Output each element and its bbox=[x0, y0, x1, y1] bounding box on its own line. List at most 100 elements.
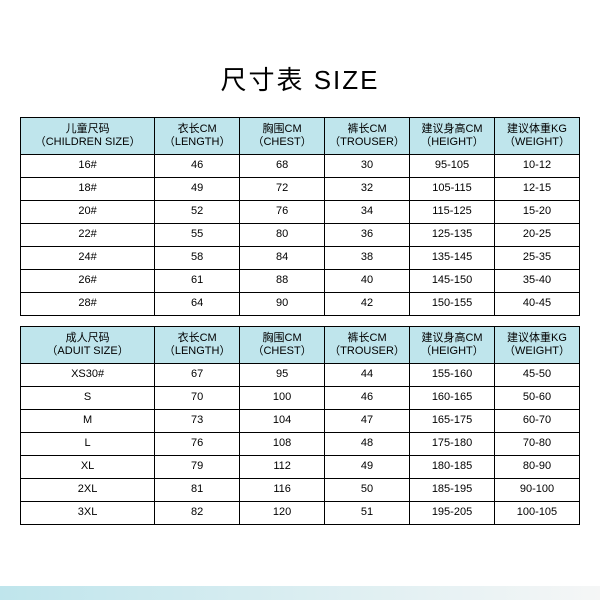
column-header: 衣长CM （LENGTH） bbox=[155, 327, 240, 364]
column-header: 成人尺码 （ADUIT SIZE） bbox=[21, 327, 155, 364]
table-cell: 81 bbox=[155, 479, 240, 502]
table-cell: XL bbox=[21, 456, 155, 479]
table-cell: 47 bbox=[325, 410, 410, 433]
table-cell: 12-15 bbox=[494, 178, 579, 201]
table-cell: 50-60 bbox=[494, 387, 579, 410]
table-cell: 80 bbox=[240, 224, 325, 247]
table-cell: 52 bbox=[155, 201, 240, 224]
table-cell: 175-180 bbox=[410, 433, 495, 456]
table-header-children: 儿童尺码 （CHILDREN SIZE）衣长CM （LENGTH）胸围CM （C… bbox=[21, 118, 580, 155]
table-cell: 48 bbox=[325, 433, 410, 456]
table-row: 3XL8212051195-205100-105 bbox=[21, 502, 580, 525]
table-header-adult: 成人尺码 （ADUIT SIZE）衣长CM （LENGTH）胸围CM （CHES… bbox=[21, 327, 580, 364]
column-header: 胸围CM （CHEST） bbox=[240, 118, 325, 155]
table-cell: 115-125 bbox=[410, 201, 495, 224]
table-row: XL7911249180-18580-90 bbox=[21, 456, 580, 479]
table-cell: 180-185 bbox=[410, 456, 495, 479]
table-cell: 84 bbox=[240, 247, 325, 270]
table-cell: 50 bbox=[325, 479, 410, 502]
table-cell: 40 bbox=[325, 270, 410, 293]
table-cell: 116 bbox=[240, 479, 325, 502]
table-cell: 34 bbox=[325, 201, 410, 224]
table-cell: 45-50 bbox=[494, 364, 579, 387]
table-cell: 49 bbox=[325, 456, 410, 479]
table-cell: 26# bbox=[21, 270, 155, 293]
table-row: XS30#679544155-16045-50 bbox=[21, 364, 580, 387]
table-cell: 55 bbox=[155, 224, 240, 247]
table-row: L7610848175-18070-80 bbox=[21, 433, 580, 456]
table-cell: 32 bbox=[325, 178, 410, 201]
table-cell: 15-20 bbox=[494, 201, 579, 224]
table-cell: 10-12 bbox=[494, 155, 579, 178]
table-cell: 16# bbox=[21, 155, 155, 178]
table-row: 18#497232105-11512-15 bbox=[21, 178, 580, 201]
table-row: 22#558036125-13520-25 bbox=[21, 224, 580, 247]
table-cell: 145-150 bbox=[410, 270, 495, 293]
table-cell: 95-105 bbox=[410, 155, 495, 178]
table-cell: 165-175 bbox=[410, 410, 495, 433]
table-cell: 67 bbox=[155, 364, 240, 387]
table-cell: 112 bbox=[240, 456, 325, 479]
table-cell: 73 bbox=[155, 410, 240, 433]
table-cell: M bbox=[21, 410, 155, 433]
table-cell: 46 bbox=[155, 155, 240, 178]
table-cell: 90-100 bbox=[494, 479, 579, 502]
table-row: 16#46683095-10510-12 bbox=[21, 155, 580, 178]
table-cell: 125-135 bbox=[410, 224, 495, 247]
table-cell: 135-145 bbox=[410, 247, 495, 270]
table-cell: 60-70 bbox=[494, 410, 579, 433]
column-header: 建议身高CM （HEIGHT） bbox=[410, 118, 495, 155]
table-cell: 58 bbox=[155, 247, 240, 270]
table-cell: 3XL bbox=[21, 502, 155, 525]
column-header: 胸围CM （CHEST） bbox=[240, 327, 325, 364]
table-cell: 68 bbox=[240, 155, 325, 178]
table-cell: 72 bbox=[240, 178, 325, 201]
table-cell: 30 bbox=[325, 155, 410, 178]
table-gap-row bbox=[21, 316, 580, 327]
table-cell: 40-45 bbox=[494, 293, 579, 316]
table-cell: 44 bbox=[325, 364, 410, 387]
table-cell: 24# bbox=[21, 247, 155, 270]
table-row: 20#527634115-12515-20 bbox=[21, 201, 580, 224]
table-cell: 82 bbox=[155, 502, 240, 525]
size-table: 儿童尺码 （CHILDREN SIZE）衣长CM （LENGTH）胸围CM （C… bbox=[20, 117, 580, 525]
size-tables: 儿童尺码 （CHILDREN SIZE）衣长CM （LENGTH）胸围CM （C… bbox=[20, 117, 580, 525]
table-cell: 155-160 bbox=[410, 364, 495, 387]
table-cell: 105-115 bbox=[410, 178, 495, 201]
table-cell: 70 bbox=[155, 387, 240, 410]
table-cell: 100 bbox=[240, 387, 325, 410]
table-cell: 80-90 bbox=[494, 456, 579, 479]
table-cell: 150-155 bbox=[410, 293, 495, 316]
table-cell: 90 bbox=[240, 293, 325, 316]
table-cell: 64 bbox=[155, 293, 240, 316]
column-header: 建议身高CM （HEIGHT） bbox=[410, 327, 495, 364]
column-header: 建议体重KG （WEIGHT） bbox=[494, 327, 579, 364]
table-cell: 70-80 bbox=[494, 433, 579, 456]
table-cell: 195-205 bbox=[410, 502, 495, 525]
column-header: 建议体重KG （WEIGHT） bbox=[494, 118, 579, 155]
table-cell: 120 bbox=[240, 502, 325, 525]
table-cell: 38 bbox=[325, 247, 410, 270]
table-row: 2XL8111650185-19590-100 bbox=[21, 479, 580, 502]
table-cell: XS30# bbox=[21, 364, 155, 387]
table-cell: 185-195 bbox=[410, 479, 495, 502]
table-cell: 35-40 bbox=[494, 270, 579, 293]
table-cell: 104 bbox=[240, 410, 325, 433]
table-cell: S bbox=[21, 387, 155, 410]
table-row: M7310447165-17560-70 bbox=[21, 410, 580, 433]
table-row: S7010046160-16550-60 bbox=[21, 387, 580, 410]
table-cell: 36 bbox=[325, 224, 410, 247]
table-cell: 61 bbox=[155, 270, 240, 293]
page-title: 尺寸表 SIZE bbox=[220, 60, 379, 97]
table-cell: 2XL bbox=[21, 479, 155, 502]
column-header: 裤长CM （TROUSER） bbox=[325, 327, 410, 364]
table-cell: 20# bbox=[21, 201, 155, 224]
column-header: 衣长CM （LENGTH） bbox=[155, 118, 240, 155]
table-cell: 95 bbox=[240, 364, 325, 387]
table-cell: 108 bbox=[240, 433, 325, 456]
table-cell: 20-25 bbox=[494, 224, 579, 247]
table-cell: 22# bbox=[21, 224, 155, 247]
gap-cell bbox=[21, 316, 580, 327]
column-header: 裤长CM （TROUSER） bbox=[325, 118, 410, 155]
table-cell: 100-105 bbox=[494, 502, 579, 525]
